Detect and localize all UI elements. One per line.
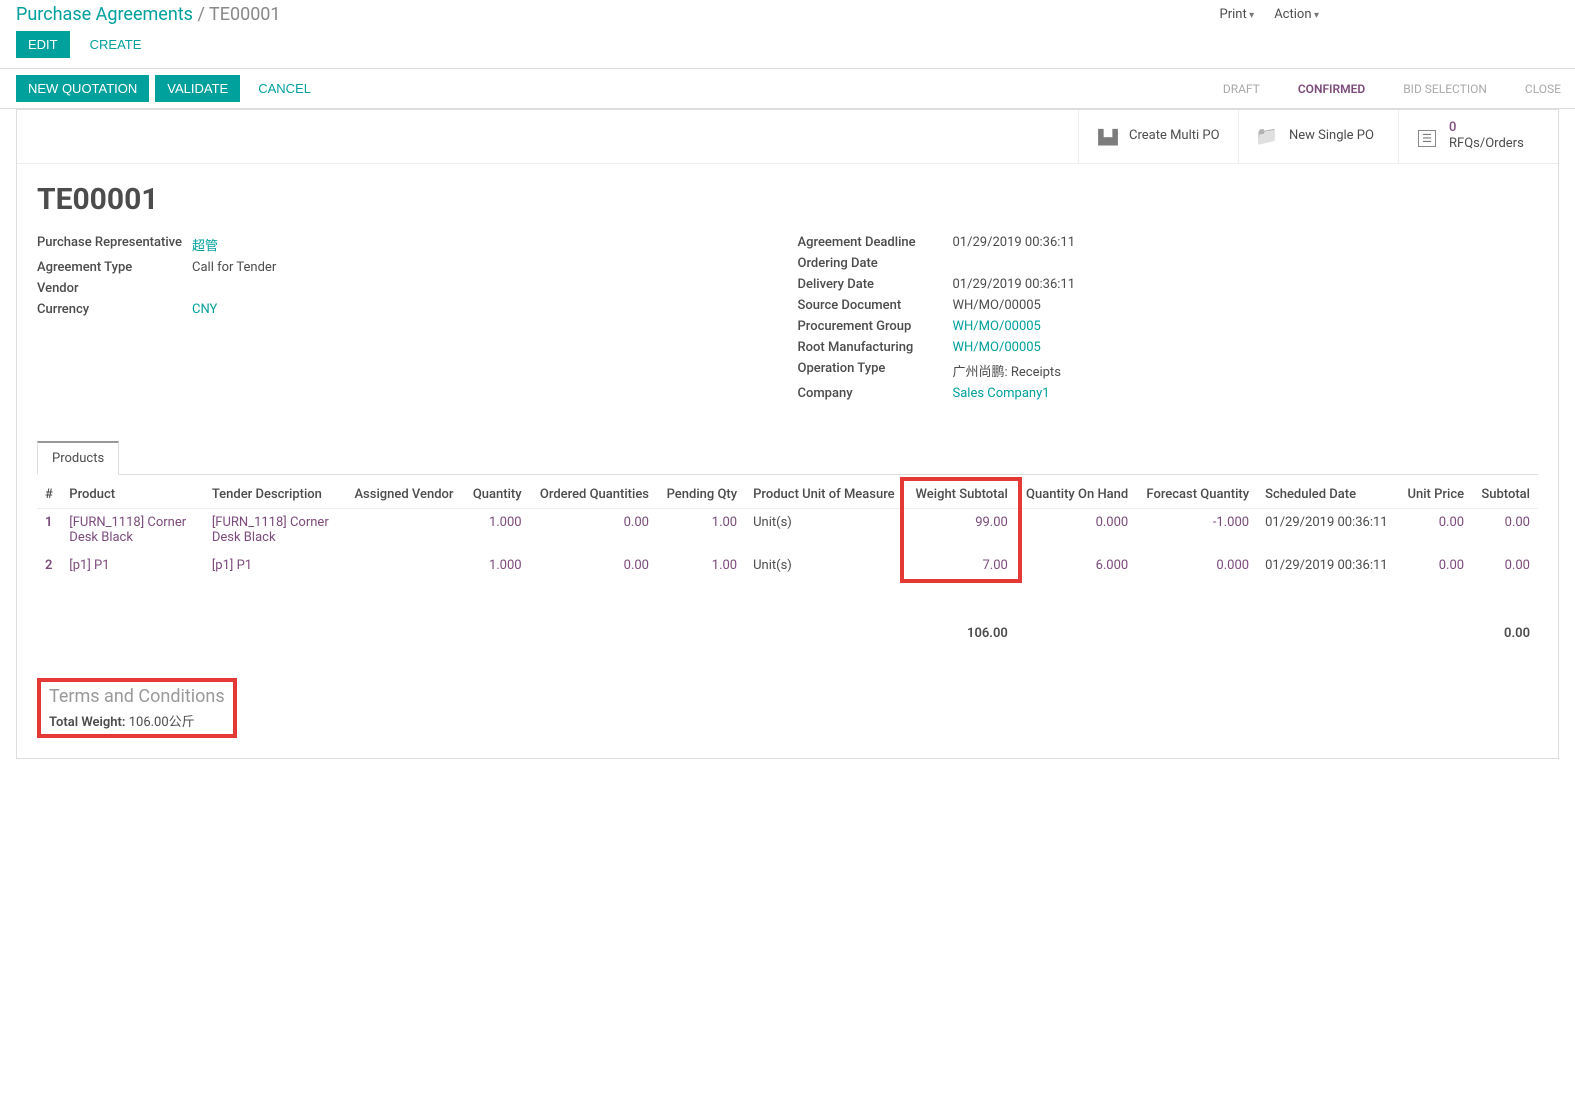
- field-label: Purchase Representative: [37, 235, 192, 254]
- deadline-value: 01/29/2019 00:36:11: [953, 235, 1539, 250]
- validate-button[interactable]: VALIDATE: [155, 75, 240, 102]
- create-multi-po-label: Create Multi PO: [1129, 128, 1220, 144]
- field-label: Currency: [37, 302, 192, 317]
- table-row[interactable]: 2[p1] P1[p1] P11.0000.001.00Unit(s)7.006…: [37, 551, 1538, 579]
- company-link[interactable]: Sales Company1: [953, 386, 1050, 401]
- create-button[interactable]: CREATE: [78, 31, 154, 58]
- ordering-value: [953, 256, 1539, 271]
- field-label: Source Document: [798, 298, 953, 313]
- procure-link[interactable]: WH/MO/00005: [953, 319, 1041, 334]
- source-value: WH/MO/00005: [953, 298, 1539, 313]
- field-label: Delivery Date: [798, 277, 953, 292]
- col-ordered[interactable]: Ordered Quantities: [530, 481, 657, 509]
- field-label: Company: [798, 386, 953, 401]
- rfq-count: 0: [1449, 120, 1456, 135]
- root-link[interactable]: WH/MO/00005: [953, 340, 1041, 355]
- col-qty[interactable]: Quantity: [464, 481, 530, 509]
- create-multi-po-button[interactable]: Create Multi PO: [1078, 110, 1238, 163]
- edit-button[interactable]: EDIT: [16, 31, 70, 58]
- breadcrumb-current: TE00001: [209, 4, 281, 25]
- col-onhand[interactable]: Quantity On Hand: [1016, 481, 1136, 509]
- col-weight[interactable]: Weight Subtotal: [906, 481, 1016, 509]
- status-step-draft[interactable]: DRAFT: [1199, 73, 1274, 105]
- field-label: Ordering Date: [798, 256, 953, 271]
- delivery-value: 01/29/2019 00:36:11: [953, 277, 1539, 292]
- field-label: Operation Type: [798, 361, 953, 380]
- field-label: Vendor: [37, 281, 192, 296]
- status-step-close[interactable]: CLOSE: [1501, 73, 1575, 105]
- products-table: # Product Tender Description Assigned Ve…: [37, 481, 1538, 648]
- print-menu[interactable]: Print: [1220, 7, 1255, 22]
- agreement-type-value: Call for Tender: [192, 260, 778, 275]
- breadcrumb-parent[interactable]: Purchase Agreements: [16, 4, 193, 25]
- terms-heading: Terms and Conditions: [49, 686, 225, 707]
- record-title: TE00001: [17, 164, 1558, 227]
- field-label: Root Manufacturing: [798, 340, 953, 355]
- cancel-button[interactable]: CANCEL: [246, 75, 323, 102]
- highlight-terms: Terms and Conditions Total Weight: 106.0…: [37, 678, 237, 738]
- col-pending[interactable]: Pending Qty: [657, 481, 745, 509]
- rfq-label: RFQs/Orders: [1449, 136, 1524, 151]
- new-single-po-label: New Single PO: [1289, 128, 1374, 144]
- vendor-value: [192, 281, 778, 296]
- status-step-confirmed[interactable]: CONFIRMED: [1274, 73, 1379, 105]
- new-quotation-button[interactable]: NEW QUOTATION: [16, 75, 149, 102]
- boxes-icon: [1095, 126, 1119, 147]
- col-price[interactable]: Unit Price: [1398, 481, 1472, 509]
- col-product[interactable]: Product: [61, 481, 204, 509]
- total-weight-label: Total Weight:: [49, 715, 125, 730]
- rfq-orders-button[interactable]: 0 RFQs/Orders: [1398, 110, 1558, 163]
- breadcrumb: Purchase Agreements / TE00001: [16, 4, 281, 25]
- new-single-po-button[interactable]: New Single PO: [1238, 110, 1398, 163]
- col-idx[interactable]: #: [37, 481, 61, 509]
- col-assigned[interactable]: Assigned Vendor: [346, 481, 463, 509]
- col-forecast[interactable]: Forecast Quantity: [1136, 481, 1257, 509]
- purchase-rep-link[interactable]: 超管: [192, 239, 218, 254]
- col-subtotal[interactable]: Subtotal: [1472, 481, 1538, 509]
- folder-icon: [1255, 126, 1279, 147]
- col-tender[interactable]: Tender Description: [204, 481, 347, 509]
- col-sched[interactable]: Scheduled Date: [1257, 481, 1398, 509]
- table-row[interactable]: 1[FURN_1118] Corner Desk Black[FURN_1118…: [37, 508, 1538, 551]
- total-weight: 106.00: [906, 619, 1016, 647]
- action-menu[interactable]: Action: [1274, 7, 1319, 22]
- form-sheet: Create Multi PO New Single PO 0 RFQs/Ord…: [16, 109, 1559, 759]
- field-label: Agreement Type: [37, 260, 192, 275]
- tab-products[interactable]: Products: [37, 441, 119, 475]
- currency-link[interactable]: CNY: [192, 302, 217, 317]
- col-uom[interactable]: Product Unit of Measure: [745, 481, 905, 509]
- total-subtotal: 0.00: [1472, 619, 1538, 647]
- field-label: Agreement Deadline: [798, 235, 953, 250]
- status-step-bid-selection[interactable]: BID SELECTION: [1379, 73, 1501, 105]
- field-label: Procurement Group: [798, 319, 953, 334]
- total-weight-value: 106.00公斤: [129, 715, 195, 730]
- list-icon: [1415, 126, 1439, 147]
- optype-value: 广州尚鹏: Receipts: [953, 361, 1539, 380]
